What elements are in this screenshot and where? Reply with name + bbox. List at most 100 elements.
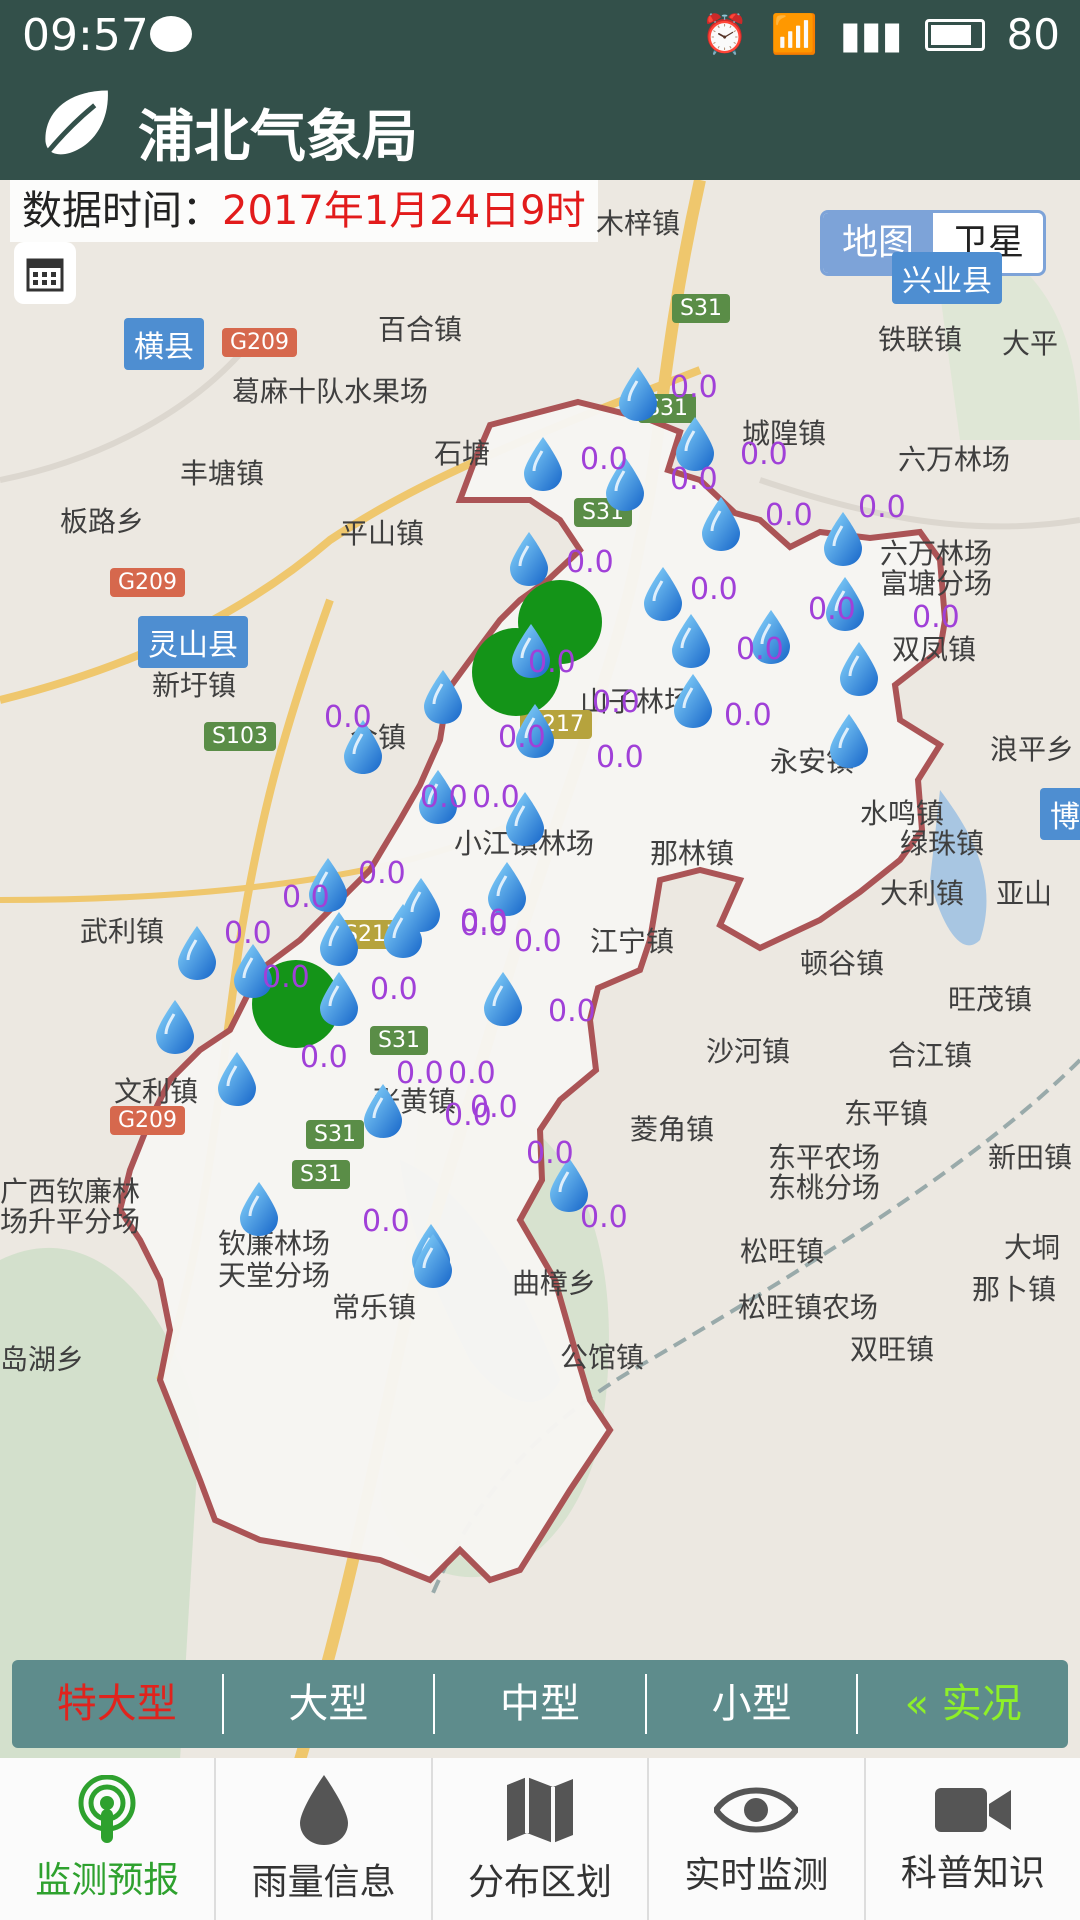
rainfall-value-label: 0.0 <box>460 908 508 943</box>
map-place-label: 兴业县 <box>892 252 1002 304</box>
rainfall-value-label: 0.0 <box>470 1090 518 1125</box>
raindrop-icon <box>299 1775 348 1845</box>
rain-gauge-drop-icon[interactable] <box>502 790 548 848</box>
rain-gauge-drop-icon[interactable] <box>305 856 351 914</box>
map-place-label: 富塘分场 <box>880 567 993 600</box>
rain-gauge-drop-icon[interactable] <box>506 530 552 588</box>
bottom-navigation: 监测预报 雨量信息 分布区划 实时监测 科普知识 <box>0 1758 1080 1920</box>
rain-gauge-drop-icon[interactable] <box>316 970 362 1028</box>
map-place-label: 绿珠镇 <box>900 827 985 860</box>
rainfall-value-label: 0.0 <box>580 442 628 477</box>
rain-gauge-drop-icon[interactable] <box>672 415 718 473</box>
map-place-label: 铁联镇 <box>878 323 963 356</box>
rain-gauge-drop-icon[interactable] <box>410 1232 456 1290</box>
rain-gauge-drop-icon[interactable] <box>748 608 794 666</box>
rain-gauge-drop-icon[interactable] <box>484 860 530 918</box>
eye-icon <box>714 1787 799 1833</box>
rain-gauge-drop-icon[interactable] <box>520 435 566 493</box>
nav-distribution-zoning[interactable]: 分布区划 <box>433 1758 650 1920</box>
rain-gauge-drop-icon[interactable] <box>508 622 554 680</box>
map-place-label: 新圩镇 <box>152 669 237 702</box>
map-place-label: 旺茂镇 <box>948 983 1033 1016</box>
map-view[interactable]: 数据时间：2017年1月24日9时 地图 卫星 木梓镇 兴业县 百合镇 铁联镇 大平 横县… <box>0 180 1080 1760</box>
nav-label: 科普知识 <box>900 1853 1045 1894</box>
nav-label: 雨量信息 <box>251 1862 396 1903</box>
road-label: S103 <box>204 722 276 751</box>
map-icon <box>507 1777 574 1843</box>
rain-gauge-drop-icon[interactable] <box>380 902 426 960</box>
rain-gauge-drop-icon[interactable] <box>152 998 198 1056</box>
map-place-label: 钦廉林场 <box>218 1227 331 1260</box>
rainfall-value-label: 0.0 <box>396 1056 444 1091</box>
broadcast-icon <box>78 1775 136 1843</box>
rainfall-value-label: 0.0 <box>526 1136 574 1171</box>
nav-realtime-monitoring[interactable]: 实时监测 <box>649 1758 866 1920</box>
rain-gauge-drop-icon[interactable] <box>820 510 866 568</box>
rain-gauge-drop-icon[interactable] <box>822 575 868 633</box>
data-time-label: 数据时间： <box>22 188 222 234</box>
rain-gauge-drop-icon[interactable] <box>826 712 872 770</box>
rainfall-value-label: 0.0 <box>300 1040 348 1075</box>
rain-gauge-drop-icon[interactable] <box>615 365 661 423</box>
rain-gauge-drop-icon[interactable] <box>420 668 466 726</box>
nav-label: 实时监测 <box>684 1855 829 1896</box>
rainfall-value-label: 0.0 <box>690 572 738 607</box>
video-camera-icon <box>934 1788 1011 1832</box>
rain-gauge-drop-icon[interactable] <box>360 1082 406 1140</box>
filter-medium[interactable]: 中型 <box>435 1674 647 1734</box>
road-label: G209 <box>110 568 186 597</box>
map-place-label: 那卜镇 <box>972 1273 1057 1306</box>
rain-gauge-drop-icon[interactable] <box>668 612 714 670</box>
road-label: S31 <box>672 294 730 323</box>
map-place-label: 博 <box>1040 788 1080 840</box>
rain-gauge-drop-icon[interactable] <box>480 970 526 1028</box>
rainfall-value-label: 0.0 <box>736 632 784 667</box>
map-place-label: 合江镇 <box>888 1039 973 1072</box>
calendar-button[interactable] <box>14 242 76 304</box>
rain-gauge-drop-icon[interactable] <box>415 768 461 826</box>
nav-rainfall-info[interactable]: 雨量信息 <box>216 1758 433 1920</box>
map-place-label: 菱角镇 <box>630 1113 715 1146</box>
nav-monitoring-forecast[interactable]: 监测预报 <box>0 1758 217 1920</box>
rain-gauge-drop-icon[interactable] <box>316 910 362 968</box>
rain-gauge-drop-icon[interactable] <box>546 1156 592 1214</box>
rainfall-value-label: 0.0 <box>548 994 596 1029</box>
alarm-icon: ⏰ <box>701 12 749 56</box>
filter-small[interactable]: 小型 <box>647 1674 859 1734</box>
filter-extra-large[interactable]: 特大型 <box>12 1674 224 1734</box>
rainfall-value-label: 0.0 <box>282 880 330 915</box>
filter-live[interactable]: « 实况 <box>904 1681 1022 1727</box>
map-place-label: 葛麻十队水果场 <box>232 375 429 408</box>
rain-gauge-drop-icon[interactable] <box>512 702 558 760</box>
rainfall-value-label: 0.0 <box>262 960 310 995</box>
rain-gauge-drop-icon[interactable] <box>602 455 648 513</box>
rainfall-value-label: 0.0 <box>444 1098 492 1133</box>
road-label: S31 <box>306 1120 364 1149</box>
rain-gauge-drop-icon[interactable] <box>230 942 276 1000</box>
map-place-label: 武利镇 <box>80 915 165 948</box>
rainfall-value-label: 0.0 <box>448 1056 496 1091</box>
rainfall-value-label: 0.0 <box>460 904 508 939</box>
map-place-label: 公馆镇 <box>560 1341 645 1374</box>
leaf-logo-icon <box>38 90 108 163</box>
map-place-label: 场升平分场 <box>0 1205 141 1238</box>
rain-gauge-drop-icon[interactable] <box>340 718 386 776</box>
rainfall-value-label: 0.0 <box>724 698 772 733</box>
rainfall-value-label: 0.0 <box>420 780 468 815</box>
rainfall-value-label: 0.0 <box>362 1204 410 1239</box>
rain-gauge-drop-icon[interactable] <box>640 565 686 623</box>
rain-gauge-drop-icon[interactable] <box>698 495 744 553</box>
rain-gauge-drop-icon[interactable] <box>214 1050 260 1108</box>
map-place-label: 松旺镇 <box>740 1235 825 1268</box>
rain-gauge-drop-icon[interactable] <box>236 1180 282 1238</box>
rain-gauge-drop-icon[interactable] <box>174 924 220 982</box>
map-place-label: 木梓镇 <box>596 207 681 240</box>
map-place-label: 广西钦廉林 <box>0 1175 141 1208</box>
nav-science-knowledge[interactable]: 科普知识 <box>866 1758 1080 1920</box>
map-place-label: 水鸣镇 <box>860 797 945 830</box>
rainfall-value-label: 0.0 <box>765 498 813 533</box>
rain-gauge-drop-icon[interactable] <box>836 640 882 698</box>
rainfall-value-label: 0.0 <box>580 1200 628 1235</box>
filter-large[interactable]: 大型 <box>224 1674 436 1734</box>
rain-gauge-drop-icon[interactable] <box>670 672 716 730</box>
